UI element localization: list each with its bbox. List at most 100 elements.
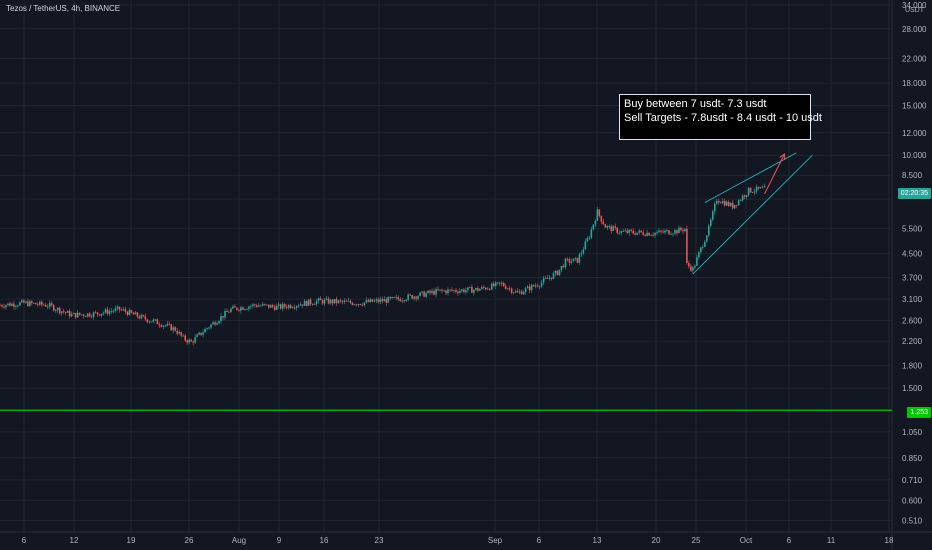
candle-body <box>383 299 386 302</box>
candle-body <box>94 312 97 314</box>
candle-body <box>425 293 427 297</box>
candle-body <box>580 252 583 255</box>
candle-body <box>642 232 644 235</box>
candle-body <box>90 316 93 318</box>
candle-body <box>508 288 511 290</box>
candle-body <box>743 195 746 197</box>
candle-body <box>536 285 539 287</box>
candle-body <box>313 304 316 305</box>
candle-body <box>192 341 194 343</box>
candle-body <box>248 306 250 309</box>
candle-body <box>254 304 256 306</box>
candle-body <box>311 303 314 305</box>
candle-body <box>148 321 151 323</box>
candle-body <box>242 307 244 310</box>
annotation-box[interactable]: Buy between 7 usdt- 7.3 usdt Sell Target… <box>619 94 822 140</box>
candle-body <box>19 302 21 306</box>
y-tick-label: 0.710 <box>902 476 923 485</box>
candle-body <box>668 230 670 235</box>
candle-body <box>80 314 83 316</box>
candle-body <box>518 291 521 293</box>
candle-body <box>502 283 505 287</box>
y-tick-label: 4.500 <box>902 249 923 258</box>
candle-body <box>152 319 155 322</box>
candle-body <box>299 304 302 306</box>
candle-body <box>407 294 409 300</box>
candle-body <box>250 306 252 307</box>
candle-body <box>112 310 115 312</box>
candle-body <box>108 311 111 314</box>
candle-body <box>337 300 340 304</box>
candle-body <box>68 310 71 317</box>
candle-body <box>96 312 99 315</box>
candle-body <box>371 299 374 302</box>
y-tick-label: 3.100 <box>902 295 923 304</box>
candle-body <box>25 301 27 303</box>
candle-body <box>749 187 752 193</box>
candle-body <box>528 286 531 291</box>
y-tick-label: 1.050 <box>902 428 923 437</box>
candle-body <box>606 226 609 228</box>
candle-body <box>341 300 344 302</box>
candle-body <box>156 319 159 325</box>
candle-body <box>13 303 15 307</box>
candle-body <box>387 297 390 303</box>
candle-body <box>409 294 411 296</box>
candle-body <box>210 324 212 328</box>
candle-body <box>50 303 53 306</box>
candle-body <box>733 204 736 209</box>
x-tick-label: 19 <box>127 536 136 545</box>
candle-body <box>357 304 360 305</box>
candle-body <box>467 287 469 291</box>
candle-body <box>694 265 696 268</box>
candle-body <box>411 295 413 299</box>
candle-body <box>570 261 573 263</box>
candle-body <box>723 201 726 206</box>
candle-body <box>449 289 451 291</box>
candle-body <box>325 298 328 300</box>
candle-body <box>37 304 39 306</box>
candle-body <box>417 296 419 299</box>
candle-body <box>399 299 402 302</box>
candle-body <box>504 286 507 289</box>
candle-body <box>323 299 326 304</box>
candle-body <box>188 339 190 343</box>
candle-body <box>630 229 632 231</box>
candle-body <box>708 225 710 236</box>
candle-body <box>397 297 400 300</box>
candle-body <box>604 224 607 228</box>
candle-body <box>481 286 483 290</box>
candle-body <box>184 335 186 341</box>
candle-body <box>492 283 495 287</box>
candle-body <box>29 301 31 306</box>
candle-body <box>686 228 688 264</box>
candle-body <box>146 319 149 323</box>
candle-body <box>759 187 762 189</box>
candle-body <box>41 301 43 305</box>
candle-body <box>31 301 33 304</box>
candle-body <box>5 305 7 308</box>
candle-body <box>385 299 388 303</box>
candle-body <box>88 313 91 317</box>
candle-body <box>419 292 421 297</box>
candle-body <box>170 324 173 331</box>
candle-body <box>319 298 322 301</box>
candle-body <box>377 299 380 302</box>
candle-body <box>136 312 139 317</box>
candle-body <box>556 270 559 276</box>
candle-body <box>39 301 41 305</box>
candle-body <box>373 300 376 302</box>
candle-body <box>598 209 601 216</box>
candle-body <box>674 230 676 234</box>
candle-body <box>763 186 766 188</box>
candle-body <box>751 192 754 194</box>
candle-body <box>471 286 473 293</box>
candle-body <box>469 286 471 288</box>
candle-body <box>110 311 113 312</box>
candle-body <box>60 311 63 314</box>
candle-body <box>636 232 638 235</box>
candle-body <box>262 304 264 306</box>
candle-body <box>479 289 481 291</box>
candle-body <box>532 284 535 287</box>
